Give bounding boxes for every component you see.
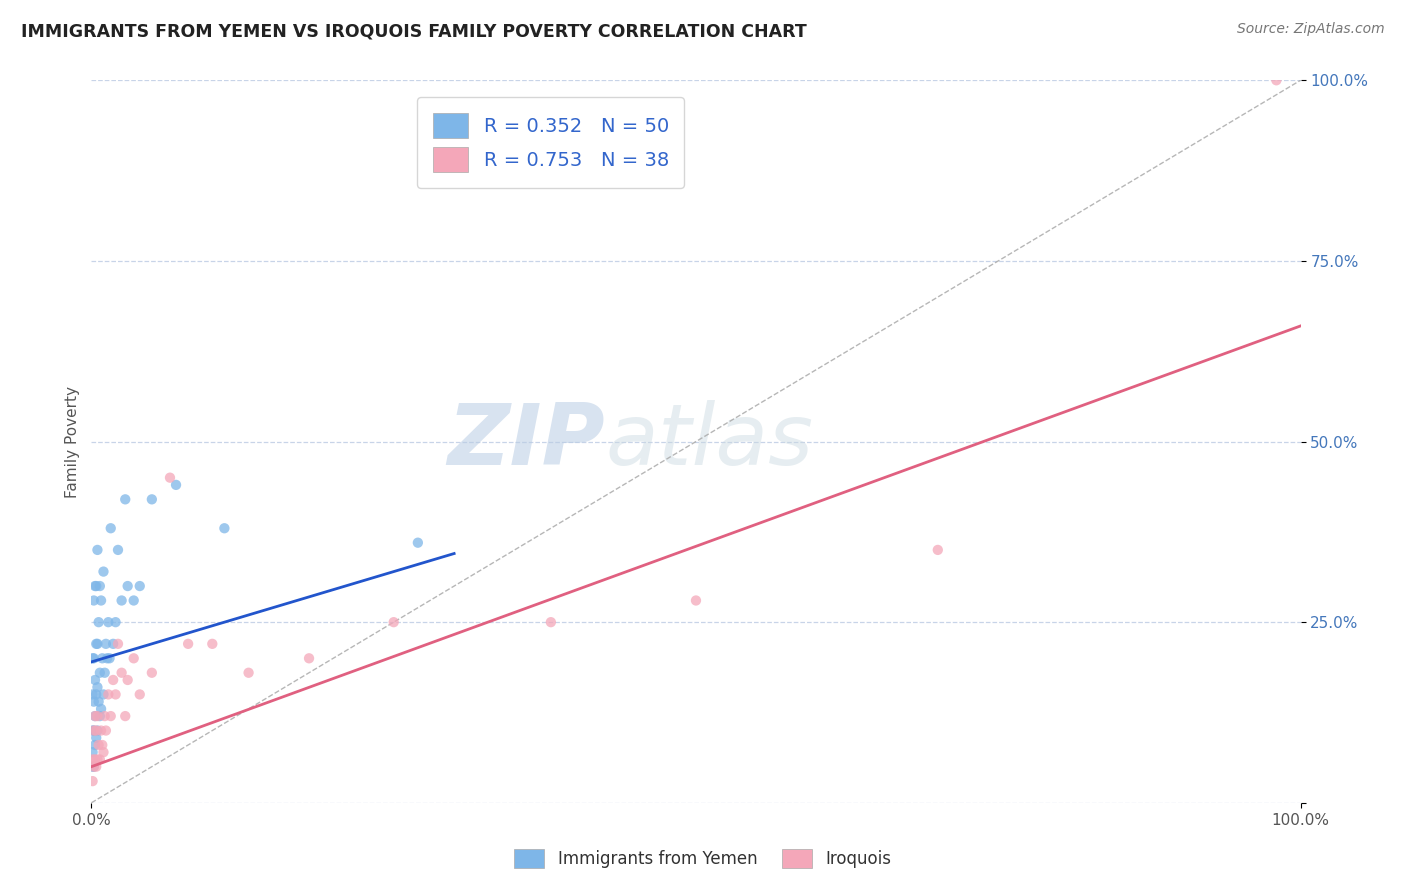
Point [117, 673, 139, 687]
Point [96, 651, 118, 665]
Point [165, 478, 187, 492]
Point [93, 687, 115, 701]
Point [128, 579, 150, 593]
Point [101, 673, 124, 687]
Point [86, 709, 108, 723]
Point [104, 615, 127, 630]
Point [117, 579, 139, 593]
Point [122, 593, 145, 607]
Point [84, 738, 107, 752]
Point [100, 709, 122, 723]
Point [84, 637, 107, 651]
Point [90, 723, 112, 738]
Legend: R = 0.352   N = 50, R = 0.753   N = 38: R = 0.352 N = 50, R = 0.753 N = 38 [418, 97, 685, 188]
Point [97, 687, 120, 701]
Point [91, 651, 114, 665]
Point [84, 579, 107, 593]
Point [927, 542, 949, 557]
Point [214, 521, 236, 535]
Point [89, 579, 111, 593]
Point [93, 565, 115, 579]
Point [86, 752, 108, 766]
Point [82, 745, 104, 759]
Point [238, 665, 260, 680]
Text: IMMIGRANTS FROM YEMEN VS IROQUOIS FAMILY POVERTY CORRELATION CHART: IMMIGRANTS FROM YEMEN VS IROQUOIS FAMILY… [21, 22, 807, 40]
Point [86, 680, 108, 694]
Point [382, 615, 405, 630]
Point [82, 723, 104, 738]
Point [111, 665, 132, 680]
Point [83, 760, 105, 774]
Point [84, 579, 107, 593]
Point [111, 593, 132, 607]
Y-axis label: Family Poverty: Family Poverty [65, 385, 80, 498]
Point [84, 709, 107, 723]
Text: ZIP: ZIP [447, 400, 605, 483]
Point [104, 687, 127, 701]
Point [141, 665, 163, 680]
Point [82, 760, 104, 774]
Point [83, 723, 105, 738]
Point [97, 615, 120, 630]
Point [94, 723, 117, 738]
Point [406, 535, 429, 549]
Point [84, 723, 107, 738]
Point [159, 470, 181, 484]
Point [83, 651, 105, 665]
Point [122, 651, 145, 665]
Point [177, 637, 200, 651]
Point [84, 709, 107, 723]
Point [114, 492, 136, 507]
Point [86, 723, 108, 738]
Point [84, 687, 107, 701]
Point [89, 752, 111, 766]
Point [94, 637, 117, 651]
Point [101, 637, 124, 651]
Point [83, 723, 105, 738]
Point [82, 651, 104, 665]
Point [685, 593, 707, 607]
Point [83, 593, 105, 607]
Point [83, 760, 105, 774]
Point [91, 738, 114, 752]
Point [84, 673, 107, 687]
Point [298, 651, 321, 665]
Point [84, 731, 107, 745]
Point [107, 542, 129, 557]
Point [141, 492, 163, 507]
Point [114, 709, 136, 723]
Point [107, 637, 129, 651]
Point [98, 651, 121, 665]
Point [86, 542, 108, 557]
Point [82, 774, 104, 789]
Point [90, 593, 112, 607]
Point [93, 665, 115, 680]
Point [540, 615, 562, 630]
Point [83, 695, 105, 709]
Text: atlas: atlas [605, 400, 813, 483]
Point [87, 738, 110, 752]
Point [84, 752, 107, 766]
Point [201, 637, 224, 651]
Point [82, 687, 104, 701]
Point [93, 745, 115, 759]
Point [93, 709, 115, 723]
Legend: Immigrants from Yemen, Iroquois: Immigrants from Yemen, Iroquois [508, 842, 898, 875]
Point [89, 709, 111, 723]
Point [87, 695, 110, 709]
Point [100, 521, 122, 535]
Point [90, 702, 112, 716]
Point [86, 637, 108, 651]
Point [128, 687, 150, 701]
Point [84, 760, 107, 774]
Point [82, 752, 104, 766]
Text: Source: ZipAtlas.com: Source: ZipAtlas.com [1237, 22, 1385, 37]
Point [89, 665, 111, 680]
Point [87, 615, 110, 630]
Point [1265, 73, 1288, 87]
